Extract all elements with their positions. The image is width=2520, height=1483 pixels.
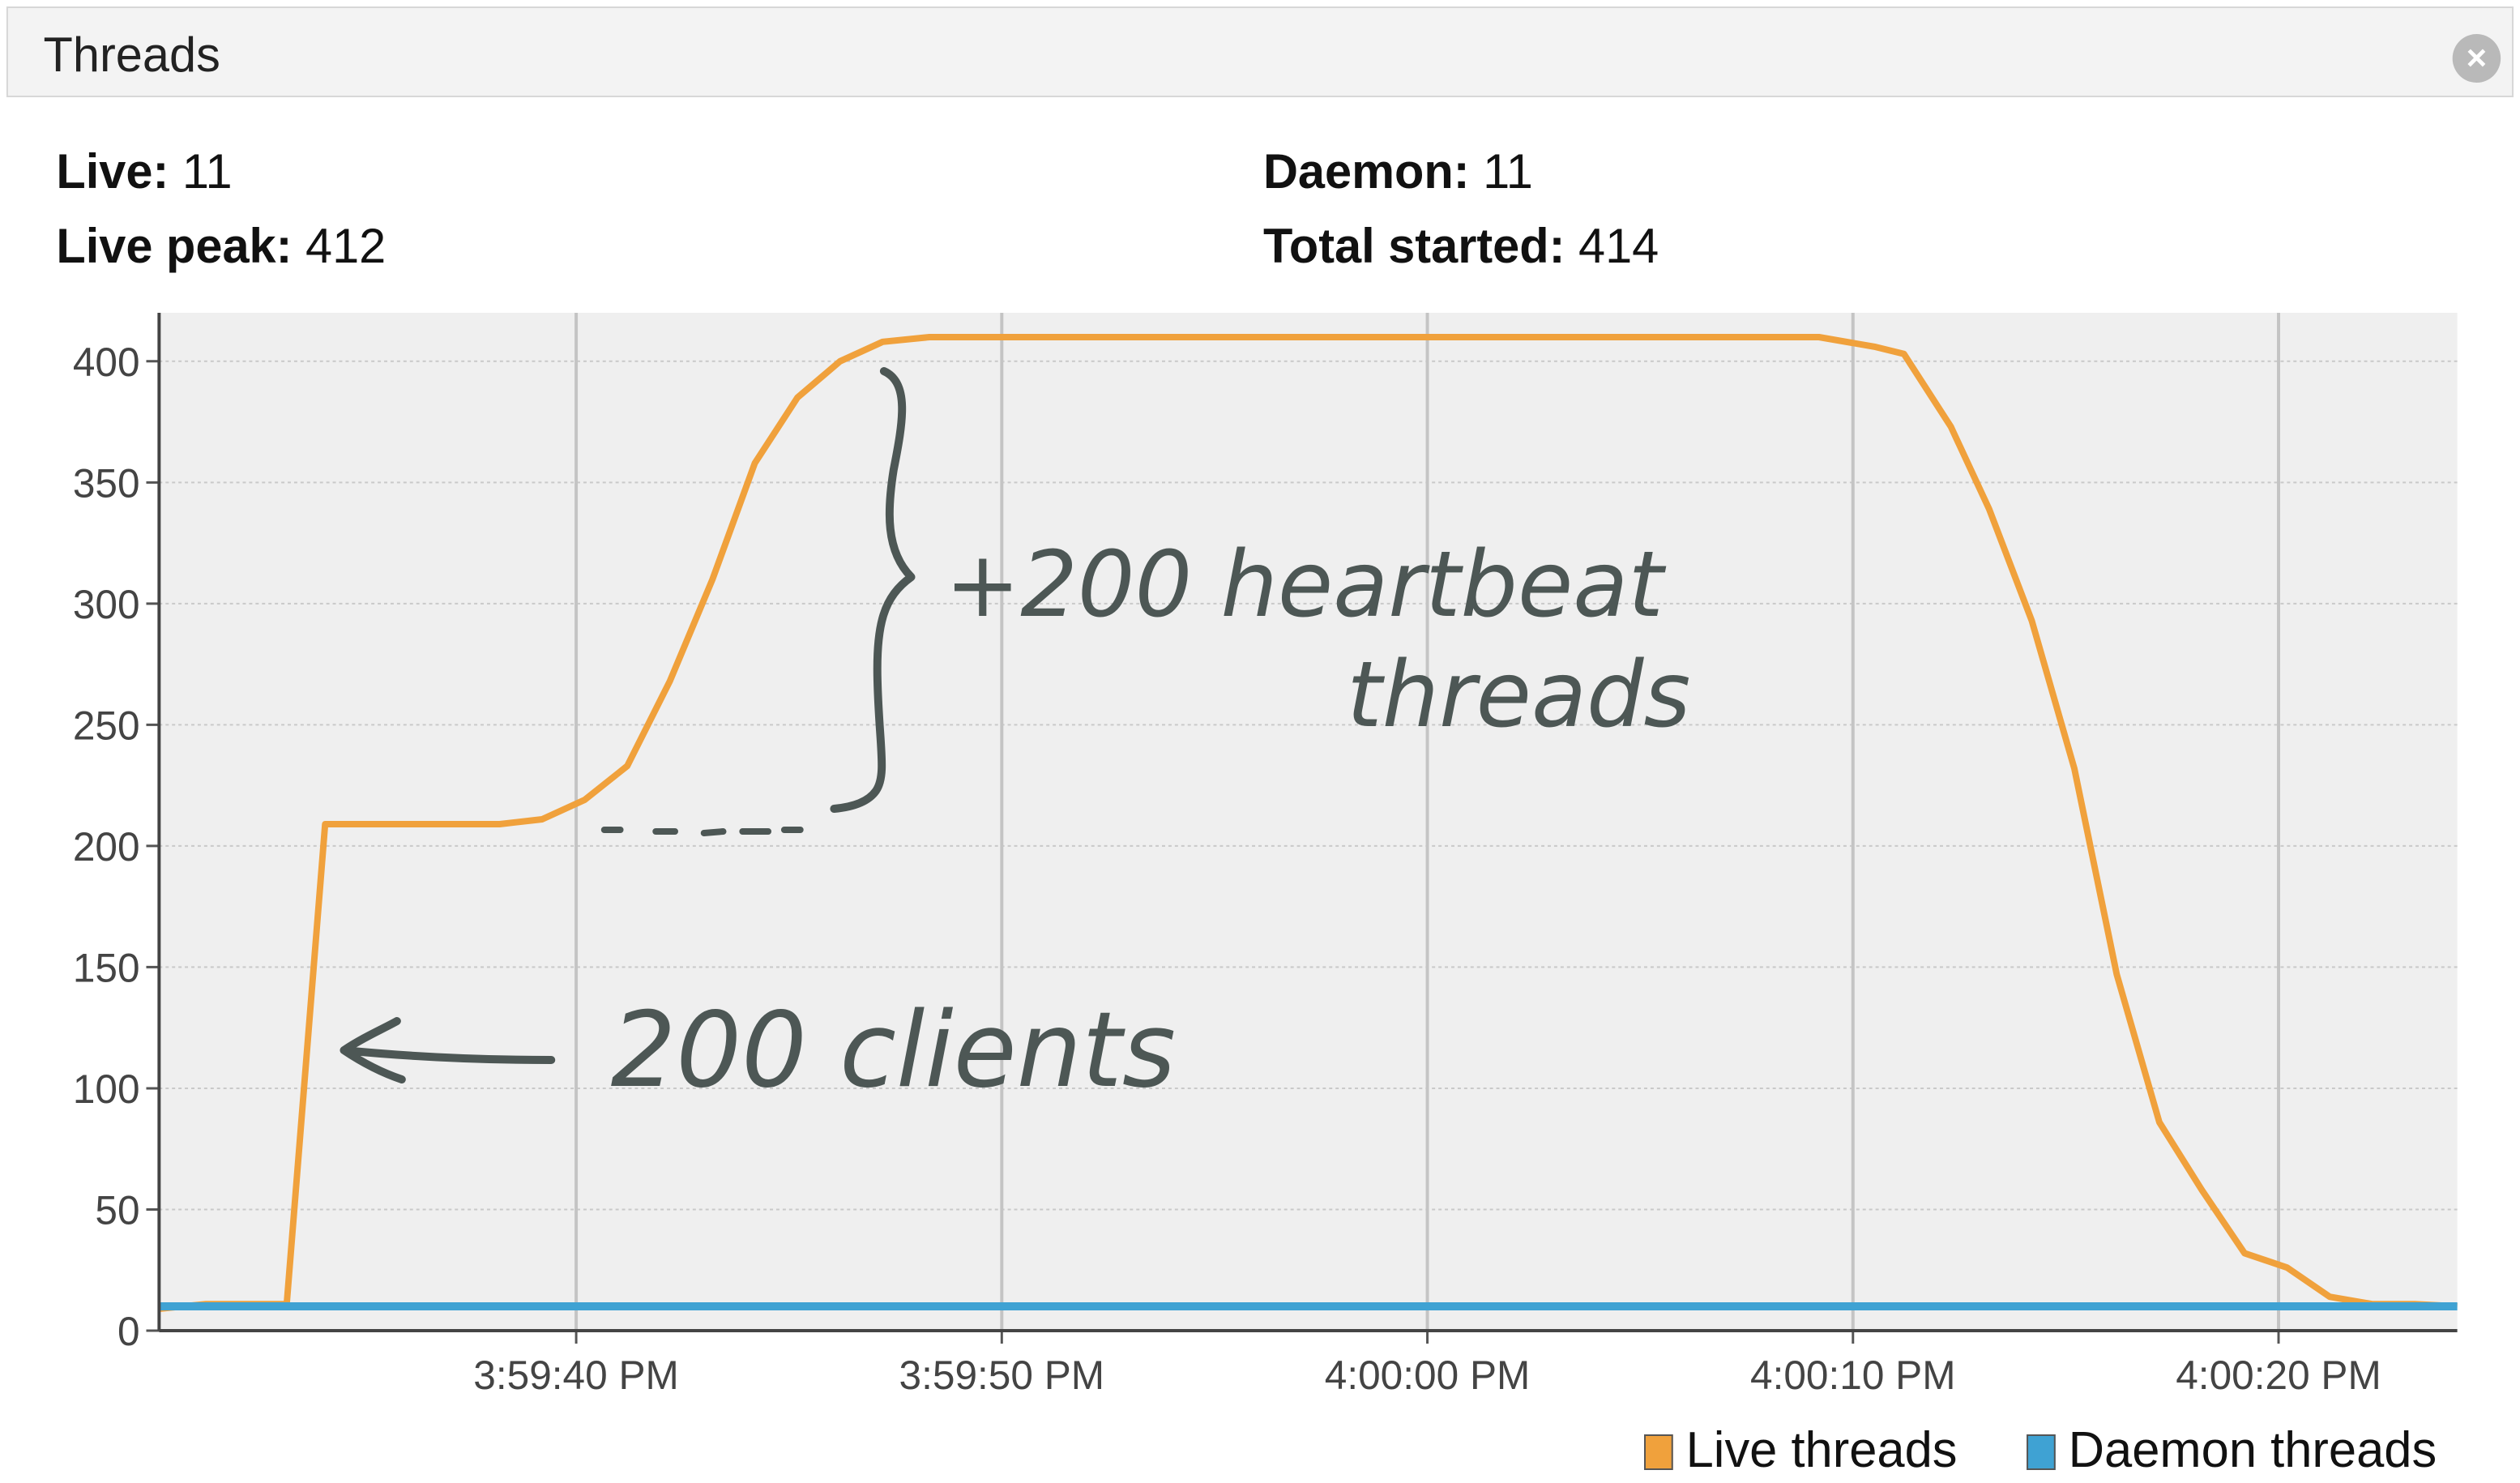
legend-swatch-live [1644, 1434, 1673, 1470]
x-tick-label: 4:00:10 PM [1750, 1353, 1956, 1398]
panel-header: Threads × [6, 6, 2514, 97]
handwritten-annotations [340, 367, 916, 1083]
live-label: Live: [56, 146, 169, 199]
series-line-live-threads [158, 334, 2458, 1312]
total-started-stat: Total started: 414 [1263, 220, 1659, 276]
live-peak-stat: Live peak: 412 [56, 220, 386, 276]
annotation-heartbeat-line1: +200 heartbeat threads [945, 532, 1690, 749]
y-tick-label: 400 [73, 340, 140, 385]
daemon-label: Daemon: [1262, 146, 1470, 199]
axes [146, 313, 2458, 1344]
y-tick-label: 50 [95, 1187, 139, 1233]
y-tick-label: 350 [73, 460, 140, 506]
baseline-dashes [600, 827, 804, 836]
arrow-to-step [340, 1017, 556, 1083]
tick-labels: 0 50 100 150 200 250 300 350 400 3:59:40 PM 3:59:5… [73, 340, 2381, 1398]
x-tick-label: 4:00:20 PM [2176, 1353, 2381, 1398]
annotation-clients: 200 clients [611, 991, 1176, 1112]
annotation-line: threads [1347, 643, 1690, 749]
y-tick-label: 200 [73, 824, 140, 870]
legend-swatch-daemon [2027, 1434, 2056, 1470]
y-tick-label: 250 [73, 703, 140, 748]
x-tick-label: 3:59:50 PM [899, 1353, 1105, 1398]
legend-label-live: Live threads [1685, 1421, 1958, 1478]
panel-title: Threads [43, 29, 220, 83]
y-tick-label: 300 [73, 582, 140, 627]
total-started-label: Total started: [1262, 220, 1565, 274]
y-tick-label: 100 [73, 1066, 140, 1112]
live-peak-value: 412 [305, 220, 387, 274]
y-tick-label: 150 [73, 945, 140, 990]
series-layer [158, 334, 2458, 1312]
legend-item-live[interactable]: Live threads [1644, 1421, 1958, 1480]
annotation-line: +200 heartbeat [945, 532, 1667, 639]
close-icon[interactable]: × [2452, 34, 2501, 83]
live-peak-label: Live peak: [56, 220, 293, 274]
x-tick-label: 4:00:00 PM [1325, 1353, 1531, 1398]
daemon-value: 11 [1483, 146, 1533, 199]
grid [159, 313, 2458, 1331]
live-stat: Live: 11 [56, 146, 232, 201]
live-value: 11 [182, 146, 233, 199]
curly-brace [830, 367, 916, 813]
y-tick-label: 0 [117, 1309, 140, 1354]
total-started-value: 414 [1578, 220, 1659, 274]
legend-label-daemon: Daemon threads [2068, 1421, 2437, 1478]
x-tick-label: 3:59:40 PM [473, 1353, 679, 1398]
legend-item-daemon[interactable]: Daemon threads [2027, 1421, 2437, 1480]
daemon-stat: Daemon: 11 [1263, 146, 1533, 201]
